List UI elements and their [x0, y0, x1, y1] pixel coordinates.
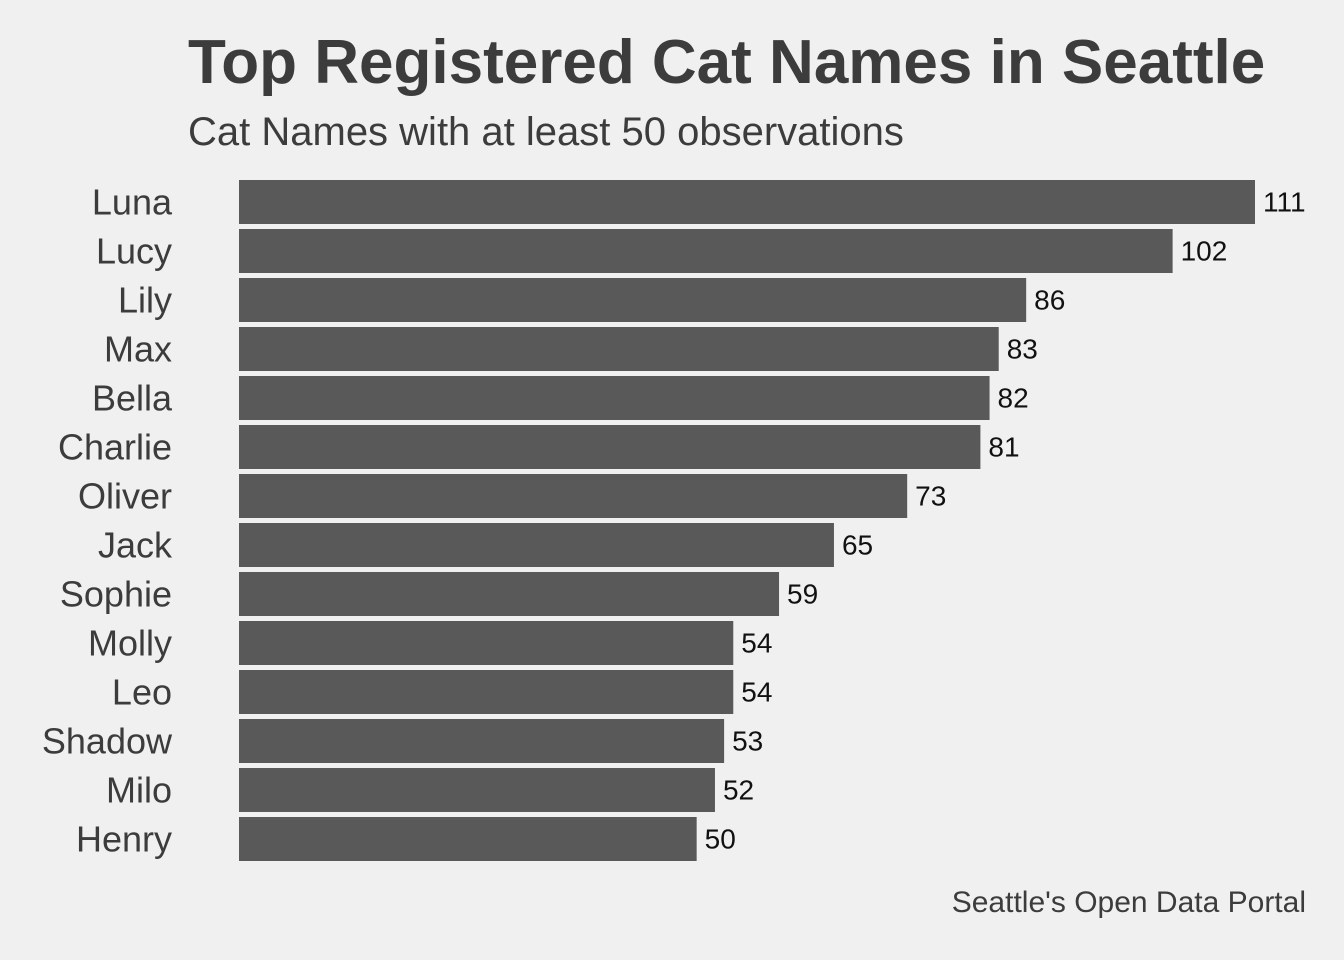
value-label-max: 83: [1007, 334, 1038, 365]
bars: [239, 180, 1255, 861]
value-label-henry: 50: [705, 824, 736, 855]
bar-bella: [239, 376, 990, 420]
category-label-lily: Lily: [118, 280, 172, 321]
category-label-max: Max: [104, 329, 172, 370]
value-label-lucy: 102: [1181, 236, 1228, 267]
category-label-molly: Molly: [88, 623, 172, 664]
bar-oliver: [239, 474, 908, 518]
bar-lily: [239, 278, 1027, 322]
value-label-luna: 111: [1263, 187, 1306, 218]
category-label-jack: Jack: [98, 525, 173, 566]
value-label-leo: 54: [741, 677, 772, 708]
category-label-oliver: Oliver: [78, 476, 172, 517]
chart-subtitle: Cat Names with at least 50 observations: [188, 110, 904, 154]
value-label-shadow: 53: [732, 726, 763, 757]
category-label-charlie: Charlie: [58, 427, 172, 468]
value-label-jack: 65: [842, 530, 873, 561]
value-label-lily: 86: [1034, 285, 1065, 316]
category-label-lucy: Lucy: [96, 231, 172, 272]
category-label-bella: Bella: [92, 378, 173, 419]
value-label-bella: 82: [998, 383, 1029, 414]
category-label-leo: Leo: [112, 672, 172, 713]
bar-shadow: [239, 719, 725, 763]
value-labels: 111 102 86 83 82 81 73 65 59 54 54 53 52 50: [705, 187, 1306, 855]
value-label-charlie: 81: [988, 432, 1019, 463]
value-label-milo: 52: [723, 775, 754, 806]
bar-sophie: [239, 572, 780, 616]
chart-caption: Seattle's Open Data Portal: [951, 886, 1306, 919]
value-label-sophie: 59: [787, 579, 818, 610]
bar-milo: [239, 768, 715, 812]
bar-leo: [239, 670, 734, 714]
category-label-henry: Henry: [76, 819, 172, 860]
bar-molly: [239, 621, 734, 665]
bar-luna: [239, 180, 1255, 224]
value-label-molly: 54: [741, 628, 772, 659]
bar-max: [239, 327, 999, 371]
category-label-milo: Milo: [106, 770, 172, 811]
bar-henry: [239, 817, 697, 861]
chart-title: Top Registered Cat Names in Seattle: [188, 28, 1266, 97]
category-label-sophie: Sophie: [60, 574, 172, 615]
category-label-shadow: Shadow: [42, 721, 173, 762]
bar-jack: [239, 523, 834, 567]
value-label-oliver: 73: [915, 481, 946, 512]
bar-lucy: [239, 229, 1173, 273]
category-labels: Luna Lucy Lily Max Bella Charlie Oliver Jack Sop…: [42, 182, 173, 860]
bar-charlie: [239, 425, 981, 469]
category-label-luna: Luna: [92, 182, 173, 223]
